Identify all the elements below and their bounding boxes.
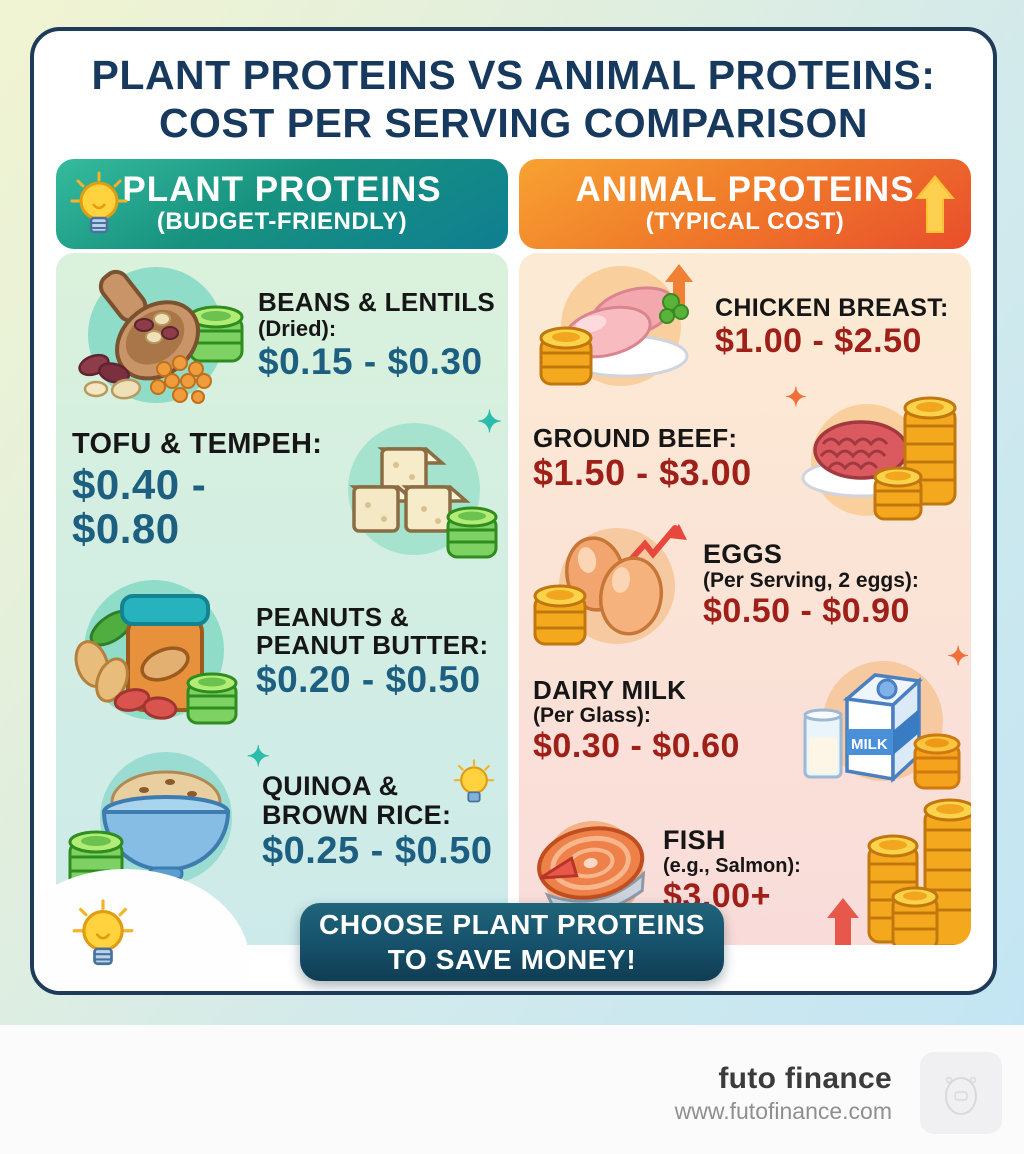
brand-name: futo finance: [718, 1062, 892, 1095]
item-price: $0.50 - $0.90: [703, 592, 910, 631]
animal-header-label: ANIMAL PROTEINS: [575, 169, 915, 209]
title-line2: COST PER SERVING COMPARISON: [158, 100, 869, 147]
cta-banner: CHOOSE PLANT PROTEINS TO SAVE MONEY!: [300, 903, 724, 981]
chicken-breast-plate-icon: [529, 260, 709, 394]
item-price: $0.30 - $0.60: [533, 726, 740, 765]
item-name: FISH: [663, 824, 726, 855]
plant-header-label: PLANT PROTEINS: [122, 169, 442, 209]
item-qualifier: (Per Serving, 2 eggs):: [703, 569, 919, 593]
item-qualifier: (Dried):: [258, 315, 337, 341]
footer-brand: futo finance www.futofinance.com: [675, 1062, 892, 1125]
item-name: PEANUTS & PEANUT BUTTER:: [256, 601, 489, 660]
sparkle-icon: ✦: [246, 741, 270, 772]
plant-item-peanuts: PEANUTS & PEANUT BUTTER: $0.20 - $0.50: [66, 569, 498, 733]
plant-column-header: PLANT PROTEINS (BUDGET-FRIENDLY): [56, 159, 508, 249]
page-title: PLANT PROTEINS VS ANIMAL PROTEINS: COST …: [34, 51, 993, 148]
animal-item-beef: GROUND BEEF: $1.50 - $3.00 ✦: [529, 382, 961, 522]
up-arrow-icon: [915, 175, 955, 233]
item-name: EGGS: [703, 539, 783, 570]
item-price: $1.50 - $3.00: [533, 452, 752, 494]
brand-url: www.futofinance.com: [674, 1098, 892, 1124]
animal-item-fish: FISH (e.g., Salmon): $3.00+: [529, 795, 971, 945]
banner-line2: TO SAVE MONEY!: [387, 944, 637, 975]
sparkle-icon: ✦: [947, 641, 969, 671]
item-price: $0.40 - $0.80: [72, 460, 207, 552]
eggs-coins-icon: [529, 522, 697, 648]
tofu-cubes-icon: ✦: [330, 406, 502, 563]
item-name: QUINOA & BROWN RICE:: [262, 770, 452, 831]
item-price: $0.25 - $0.50: [262, 830, 493, 873]
milk-carton-label: MILK: [851, 736, 888, 753]
item-name: DAIRY MILK: [533, 674, 687, 705]
futo-mascot-icon: [939, 1068, 983, 1118]
item-qualifier: (Per Glass):: [533, 703, 651, 727]
lightbulb-icon: [68, 171, 130, 239]
banner-line1: CHOOSE PLANT PROTEINS: [319, 909, 705, 940]
ground-beef-plate-icon: ✦: [785, 382, 961, 522]
animal-subheader-label: (TYPICAL COST): [645, 208, 845, 236]
plant-item-quinoa: ✦: [66, 739, 498, 905]
infographic-card: PLANT PROTEINS VS ANIMAL PROTEINS: COST …: [30, 27, 997, 995]
milk-carton-glass-icon: ✦ MILK: [791, 641, 969, 791]
salmon-steak-icon: [529, 811, 657, 929]
animal-panel: CHICKEN BREAST: $1.00 - $2.50 GROUND BEE…: [519, 253, 971, 945]
plant-panel: BEANS & LENTILS (Dried): $0.15 - $0.30 T…: [56, 253, 508, 945]
beans-lentils-scoop-icon: [66, 261, 252, 409]
animal-item-chicken: CHICKEN BREAST: $1.00 - $2.50: [529, 259, 961, 395]
futo-logo: [920, 1052, 1002, 1134]
plant-item-beans: BEANS & LENTILS (Dried): $0.15 - $0.30: [66, 259, 498, 411]
quinoa-bowl-icon: ✦: [66, 741, 270, 898]
animal-column-header: ANIMAL PROTEINS (TYPICAL COST): [519, 159, 971, 249]
plant-item-tofu: TOFU & TEMPEH: $0.40 - $0.80 ✦: [66, 406, 502, 565]
lightbulb-icon: [452, 758, 496, 808]
item-qualifier: (e.g., Salmon):: [663, 854, 801, 877]
title-line1: PLANT PROTEINS VS ANIMAL PROTEINS:: [91, 52, 936, 98]
plant-subheader-label: (BUDGET-FRIENDLY): [156, 208, 408, 236]
footer-strip: [0, 1025, 1024, 1154]
sparkle-icon: ✦: [476, 406, 502, 439]
item-name: BEANS & LENTILS: [258, 287, 496, 318]
item-price: $0.15 - $0.30: [258, 340, 483, 382]
animal-item-eggs: EGGS (Per Serving, 2 eggs): $0.50 - $0.9…: [529, 521, 961, 649]
coin-stacks-up-arrow-icon: [827, 790, 971, 945]
item-price: $1.00 - $2.50: [715, 321, 922, 360]
item-price: $0.20 - $0.50: [256, 658, 481, 700]
item-name: TOFU & TEMPEH:: [72, 428, 323, 461]
peanut-butter-jar-icon: [66, 572, 250, 730]
sparkle-icon: ✦: [785, 382, 807, 412]
item-name: CHICKEN BREAST:: [715, 293, 949, 322]
item-name: GROUND BEEF:: [533, 423, 738, 454]
lightbulb-icon: [70, 897, 136, 973]
animal-item-milk: DAIRY MILK (Per Glass): $0.30 - $0.60 ✦: [529, 641, 969, 791]
